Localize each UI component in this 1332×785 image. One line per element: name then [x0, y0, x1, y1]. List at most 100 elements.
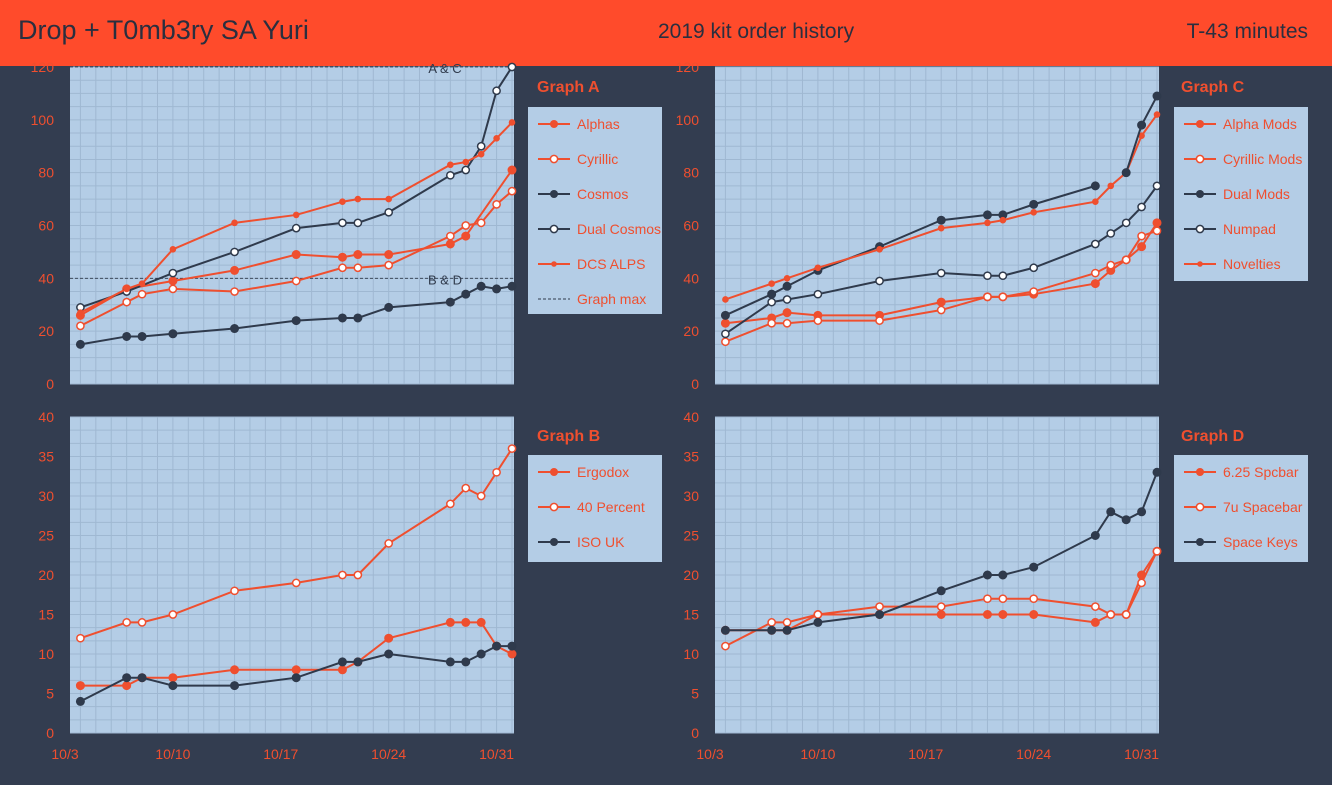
data-point [291, 276, 301, 286]
data-point [1029, 287, 1039, 296]
legend-marker [1196, 468, 1204, 476]
legend-label: Numpad [1223, 221, 1276, 237]
data-point [230, 665, 240, 675]
data-point [384, 649, 394, 659]
data-point [507, 165, 517, 175]
reference-line-label: B & D [428, 272, 462, 287]
chart-2: 0 20 40 60 80 100 120 Graph C Alpha Mods Cyrillic… [676, 59, 1308, 392]
legend-marker [1196, 538, 1204, 546]
data-point [461, 483, 471, 493]
data-point [384, 260, 394, 270]
data-point [999, 216, 1007, 224]
data-point [353, 263, 363, 273]
data-point [1107, 182, 1115, 190]
y-tick-label: 25 [683, 528, 699, 544]
data-point [767, 618, 777, 627]
data-point [168, 276, 178, 286]
data-point [1137, 231, 1146, 241]
chart-title: Graph C [1181, 79, 1245, 96]
data-point [168, 610, 178, 619]
data-point [476, 281, 486, 291]
data-point [767, 289, 777, 299]
legend-marker [550, 468, 558, 476]
data-point [493, 135, 500, 142]
data-point [983, 292, 992, 302]
data-point [936, 305, 946, 315]
page-subtitle: 2019 kit order history [658, 20, 855, 43]
data-point [782, 308, 792, 318]
data-point [1090, 239, 1100, 249]
x-tick-label: 10/3 [696, 746, 723, 762]
y-tick-label: 35 [683, 449, 699, 465]
y-tick-label: 0 [46, 376, 54, 392]
data-point [169, 245, 177, 253]
data-point [936, 602, 946, 611]
data-point [1121, 610, 1131, 619]
y-tick-label: 15 [683, 607, 699, 623]
data-point [230, 247, 239, 257]
data-point [1152, 181, 1162, 191]
chart-title: Graph A [537, 79, 600, 96]
legend-marker [1195, 502, 1205, 512]
data-point [76, 321, 85, 331]
chart-1: 0 20 40 60 80 100 120 A & C B & D Graph A Alphas Cy… [31, 59, 662, 392]
y-tick-label: 100 [31, 112, 55, 128]
data-point [1121, 168, 1131, 178]
data-point [447, 161, 454, 169]
data-point [1121, 255, 1131, 265]
data-point [230, 265, 240, 275]
data-point [292, 211, 300, 219]
data-point [983, 594, 992, 604]
data-point [492, 284, 502, 294]
data-point [461, 165, 471, 175]
data-point [476, 218, 486, 228]
y-tick-label: 100 [676, 112, 700, 128]
data-point [492, 467, 501, 477]
legend-label: Cosmos [577, 186, 628, 202]
series-line [724, 184, 1096, 317]
legend-marker [550, 120, 558, 128]
y-tick-label: 60 [38, 218, 54, 234]
data-point [337, 665, 347, 675]
data-point [782, 281, 792, 291]
data-point [353, 218, 363, 228]
countdown-label: T-43 minutes [1186, 20, 1308, 43]
data-point [767, 297, 777, 307]
data-point [1106, 229, 1116, 238]
chart-3: 0 5 10 15 20 25 30 35 40 10/3 10/10 10/17 10/24 10/31… [38, 409, 662, 762]
x-tick-label: 10/10 [155, 746, 190, 762]
data-point [998, 610, 1008, 619]
y-tick-label: 0 [691, 725, 699, 741]
data-point [338, 218, 347, 228]
data-point [998, 292, 1008, 302]
data-point [1121, 515, 1131, 525]
legend-marker [1195, 224, 1205, 234]
y-tick-label: 25 [38, 528, 54, 544]
chart-title: Graph D [1181, 428, 1244, 445]
data-point [768, 280, 775, 287]
data-point [1152, 546, 1162, 556]
legend-label: Dual Mods [1223, 186, 1290, 202]
legend-label: Space Keys [1223, 534, 1298, 550]
data-point [936, 268, 946, 278]
legend-label: Novelties [1223, 256, 1281, 272]
data-point [782, 618, 792, 627]
data-point [998, 594, 1008, 604]
data-point [445, 239, 455, 249]
data-point [1153, 111, 1161, 118]
y-tick-label: 40 [683, 409, 699, 425]
data-point [783, 275, 791, 282]
legend-marker [1196, 190, 1204, 198]
x-tick-label: 10/24 [371, 746, 406, 762]
data-point [168, 673, 178, 683]
data-point [462, 158, 470, 166]
x-tick-label: 10/17 [263, 746, 298, 762]
data-point [982, 210, 992, 220]
data-point [1029, 199, 1039, 209]
data-point [984, 219, 991, 227]
data-point [353, 657, 363, 667]
data-point [476, 491, 486, 501]
legend-label: Dual Cosmos [577, 221, 661, 237]
data-point [291, 673, 301, 683]
data-point [507, 641, 517, 651]
